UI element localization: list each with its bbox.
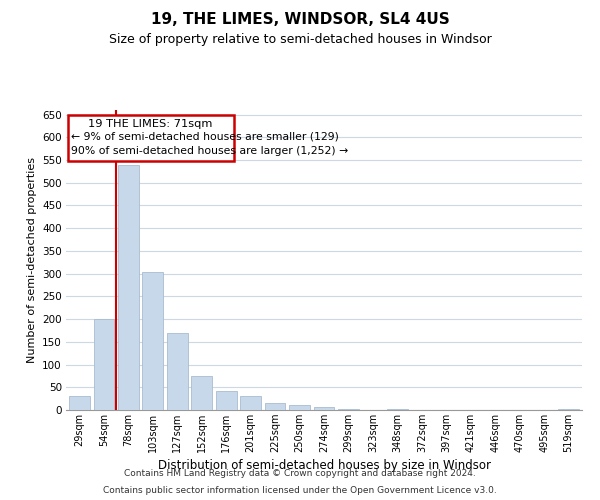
Bar xyxy=(289,406,310,410)
Bar xyxy=(118,164,139,410)
Bar xyxy=(265,403,286,410)
Bar xyxy=(216,391,236,410)
Bar xyxy=(94,319,114,410)
Text: Contains HM Land Registry data © Crown copyright and database right 2024.: Contains HM Land Registry data © Crown c… xyxy=(124,468,476,477)
FancyBboxPatch shape xyxy=(68,116,233,161)
Bar xyxy=(338,409,359,410)
Bar xyxy=(142,272,163,410)
Text: Contains public sector information licensed under the Open Government Licence v3: Contains public sector information licen… xyxy=(103,486,497,495)
Text: 19, THE LIMES, WINDSOR, SL4 4US: 19, THE LIMES, WINDSOR, SL4 4US xyxy=(151,12,449,28)
Text: 19 THE LIMES: 71sqm: 19 THE LIMES: 71sqm xyxy=(88,119,213,129)
Bar xyxy=(558,409,579,410)
Bar xyxy=(240,396,261,410)
Bar xyxy=(314,407,334,410)
X-axis label: Distribution of semi-detached houses by size in Windsor: Distribution of semi-detached houses by … xyxy=(157,459,491,472)
Bar xyxy=(387,409,408,410)
Bar xyxy=(69,396,90,410)
Text: Size of property relative to semi-detached houses in Windsor: Size of property relative to semi-detach… xyxy=(109,32,491,46)
Bar xyxy=(167,332,188,410)
Text: ← 9% of semi-detached houses are smaller (129): ← 9% of semi-detached houses are smaller… xyxy=(71,132,339,142)
Text: 90% of semi-detached houses are larger (1,252) →: 90% of semi-detached houses are larger (… xyxy=(71,146,349,156)
Bar xyxy=(191,376,212,410)
Y-axis label: Number of semi-detached properties: Number of semi-detached properties xyxy=(26,157,37,363)
